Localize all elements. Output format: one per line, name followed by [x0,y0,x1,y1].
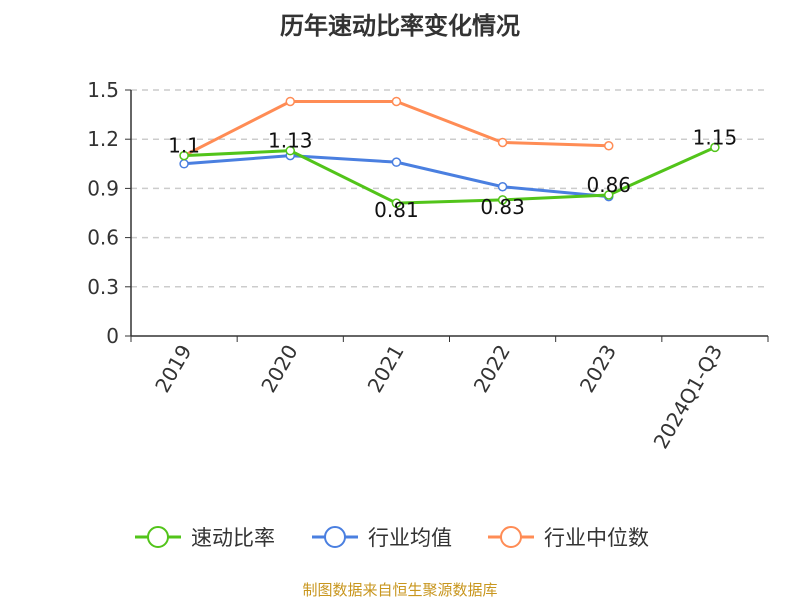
data-point [391,198,402,208]
y-tick-label: 1.5 [87,78,119,102]
data-label: 0.83 [480,195,525,219]
data-point [497,137,508,148]
x-tick-label: 2021 [363,341,409,397]
x-tick-label: 2024Q1-Q3 [649,341,728,453]
legend-marker [324,526,346,548]
data-point [391,96,402,107]
x-tick-label: 2020 [256,341,302,397]
y-tick-label: 0 [106,324,119,348]
y-tick-label: 0.9 [87,176,119,200]
data-point [604,141,614,151]
y-tick-label: 1.2 [87,127,119,151]
data-label: 0.86 [586,173,631,197]
data-point [604,190,614,200]
data-label: 1.13 [268,129,313,153]
x-tick-label: 2019 [150,341,196,397]
legend-item: 速动比率 [191,526,275,550]
legend-item: 行业均值 [368,526,452,550]
legend-marker [147,526,169,548]
data-label: 1.15 [693,125,738,149]
x-tick-label: 2022 [469,341,515,397]
series-line [184,146,716,205]
data-point [285,145,295,156]
legend-marker [500,526,522,548]
x-tick-label: 2023 [575,341,621,397]
series-line [183,99,609,157]
y-tick-label: 0.3 [87,275,119,299]
data-point [710,142,720,153]
data-point [391,157,402,167]
source-footer: 制图数据来自恒生聚源数据库 [302,581,497,599]
y-tick-label: 0.6 [87,226,119,250]
data-point [179,150,189,161]
data-point [497,195,508,205]
chart-title: 历年速动比率变化情况 [280,12,520,40]
data-point [285,96,295,107]
data-point [179,159,189,169]
legend-item: 行业中位数 [544,526,649,550]
data-point [497,182,508,192]
data-label: 1.1 [168,134,200,158]
data-label: 0.81 [374,198,419,222]
